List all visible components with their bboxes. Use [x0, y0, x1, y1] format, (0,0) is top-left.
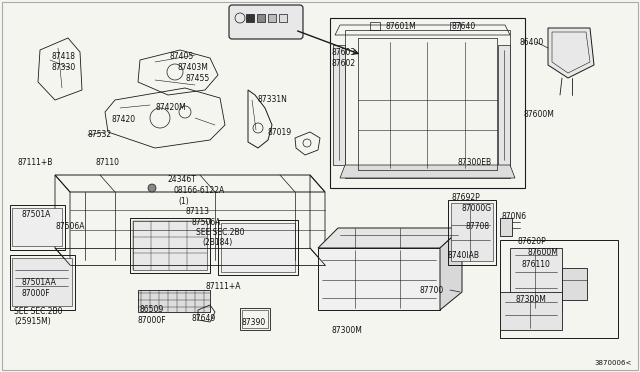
Text: 87501A: 87501A — [22, 210, 51, 219]
Bar — [562, 268, 587, 300]
Polygon shape — [498, 45, 510, 165]
Text: 87640: 87640 — [452, 22, 476, 31]
Text: 87000G: 87000G — [462, 204, 492, 213]
Text: 87000F: 87000F — [138, 316, 166, 325]
Text: 870N6: 870N6 — [502, 212, 527, 221]
Polygon shape — [548, 28, 594, 78]
Text: 87600M: 87600M — [528, 248, 559, 257]
Text: 87390: 87390 — [242, 318, 266, 327]
Bar — [370, 22, 380, 30]
Text: 87600M: 87600M — [524, 110, 555, 119]
Text: 87000F: 87000F — [22, 289, 51, 298]
Bar — [279, 14, 287, 22]
Text: 87111+B: 87111+B — [18, 158, 53, 167]
Bar — [448, 200, 496, 265]
Text: 87506A: 87506A — [192, 218, 221, 227]
Text: 87649: 87649 — [192, 314, 216, 323]
Bar — [240, 308, 270, 330]
Bar — [130, 218, 210, 273]
Text: 87708: 87708 — [466, 222, 490, 231]
Text: 87700: 87700 — [420, 286, 444, 295]
Text: 87420M: 87420M — [155, 103, 186, 112]
Text: 87019: 87019 — [268, 128, 292, 137]
Bar — [138, 290, 210, 312]
Text: 8740IAB: 8740IAB — [448, 251, 480, 260]
Text: 86400: 86400 — [520, 38, 544, 47]
Text: 87506A: 87506A — [55, 222, 84, 231]
Bar — [330, 18, 525, 188]
Text: 87420: 87420 — [112, 115, 136, 124]
Polygon shape — [500, 292, 562, 330]
Text: 87300M: 87300M — [332, 326, 363, 335]
Text: 87331N: 87331N — [258, 95, 288, 104]
Text: 87501AA: 87501AA — [22, 278, 57, 287]
Text: (25915M): (25915M) — [14, 317, 51, 326]
Text: (2B184): (2B184) — [202, 238, 232, 247]
Text: 87692P: 87692P — [452, 193, 481, 202]
Text: 87418: 87418 — [52, 52, 76, 61]
Text: 87620P: 87620P — [518, 237, 547, 246]
Text: 87532: 87532 — [88, 130, 112, 139]
Bar — [450, 22, 460, 30]
Bar — [133, 221, 207, 270]
Text: 87601M: 87601M — [386, 22, 417, 31]
Bar — [451, 203, 493, 261]
Bar — [257, 14, 265, 22]
Polygon shape — [318, 248, 440, 310]
Bar — [246, 14, 254, 22]
Text: 24346T: 24346T — [168, 175, 197, 184]
Text: 87602: 87602 — [331, 59, 355, 68]
Polygon shape — [318, 228, 462, 248]
Bar — [12, 208, 62, 246]
Bar — [10, 205, 65, 250]
Text: SEE SEC.2B0: SEE SEC.2B0 — [196, 228, 244, 237]
Text: 87300EB: 87300EB — [457, 158, 491, 167]
Polygon shape — [333, 45, 345, 165]
Bar — [10, 255, 75, 310]
Bar — [500, 240, 618, 338]
Text: 08166-6122A: 08166-6122A — [174, 186, 225, 195]
Text: 87455: 87455 — [186, 74, 211, 83]
Bar — [12, 258, 72, 306]
Bar — [218, 220, 298, 275]
Text: 3870006<: 3870006< — [595, 360, 632, 366]
Text: 87113: 87113 — [185, 207, 209, 216]
Bar — [500, 218, 512, 236]
Bar — [242, 310, 268, 328]
Text: 87603: 87603 — [331, 48, 355, 57]
Text: 87300M: 87300M — [516, 295, 547, 304]
FancyBboxPatch shape — [229, 5, 303, 39]
Polygon shape — [510, 248, 562, 310]
Text: 87403M: 87403M — [178, 63, 209, 72]
Bar — [268, 14, 276, 22]
Text: 87330: 87330 — [52, 63, 76, 72]
Text: 87110: 87110 — [95, 158, 119, 167]
Bar — [221, 223, 295, 272]
Text: 86509: 86509 — [140, 305, 164, 314]
Polygon shape — [440, 228, 462, 310]
Circle shape — [148, 184, 156, 192]
Text: (1): (1) — [178, 197, 189, 206]
Text: 87111+A: 87111+A — [205, 282, 241, 291]
Text: 876110: 876110 — [522, 260, 551, 269]
Polygon shape — [340, 165, 515, 178]
Text: SEE SEC.2B0: SEE SEC.2B0 — [14, 307, 63, 316]
Text: 87405: 87405 — [170, 52, 195, 61]
